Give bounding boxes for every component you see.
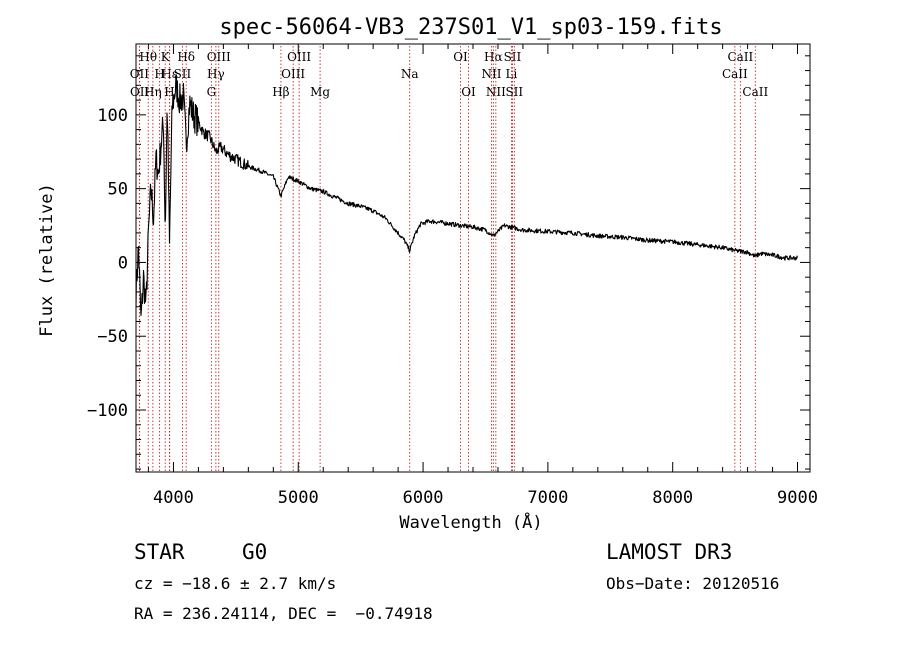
line-marker-label: Hγ (207, 67, 225, 81)
line-marker-label: SII (174, 67, 192, 81)
line-marker-label: NII (486, 85, 506, 99)
line-marker-label: H (154, 67, 164, 81)
line-marker-label: Hθ (139, 50, 157, 64)
line-marker-label: OI (461, 85, 476, 99)
line-marker-label: Li (506, 67, 518, 81)
line-marker-label: OIII (287, 50, 311, 64)
line-marker-label: CaII (727, 50, 753, 64)
line-marker-label: Hδ (177, 50, 195, 64)
y-tick-label: −50 (97, 327, 128, 347)
y-tick-label: 0 (118, 253, 128, 273)
plot-axes: 4000 5000 6000 7000 8000 9000 −100 −50 0 50 100 (87, 43, 818, 508)
line-marker-label: SII (505, 85, 523, 99)
y-tick-label: −100 (87, 401, 128, 421)
x-tick-label: 6000 (403, 488, 444, 508)
coordinates: RA = 236.24114, DEC = −0.74918 (134, 604, 433, 623)
line-marker-label: NII (481, 67, 501, 81)
observation-date: Obs−Date: 20120516 (606, 574, 780, 593)
line-marker-label: Hα (484, 50, 503, 64)
line-marker-label: OIII (281, 67, 305, 81)
x-tick-label: 4000 (153, 488, 194, 508)
object-class: STAR (134, 540, 185, 564)
x-tick-label: 8000 (652, 488, 693, 508)
object-subclass: G0 (242, 540, 268, 564)
x-tick-label: 9000 (777, 488, 818, 508)
line-marker-label: Hβ (272, 85, 289, 99)
x-axis-label: Wavelength (Å) (399, 511, 542, 533)
line-marker-label: Hη (144, 85, 162, 99)
line-marker-label: G (207, 85, 217, 99)
redshift-value: cz = −18.6 ± 2.7 km/s (134, 574, 337, 593)
x-tick-label: 5000 (278, 488, 319, 508)
survey-name: LAMOST DR3 (606, 540, 733, 564)
line-marker-label: Mg (310, 85, 330, 99)
chart-title: spec-56064-VB3_237S01_V1_sp03-159.fits (219, 15, 722, 40)
line-marker-label: Na (401, 67, 419, 81)
line-marker-label: OI (453, 50, 468, 64)
y-axis-label: Flux (relative) (37, 183, 57, 337)
line-marker-label: H (164, 85, 174, 99)
line-marker-label: K (161, 50, 171, 64)
y-tick-label: 100 (97, 106, 128, 126)
x-tick-label: 7000 (527, 488, 568, 508)
spectrum-series (135, 74, 799, 317)
line-marker-label: CaII (722, 67, 748, 81)
spectrum-line (135, 74, 799, 317)
y-tick-label: 50 (108, 180, 128, 200)
line-marker-label: OIII (207, 50, 231, 64)
plot-frame (135, 43, 811, 473)
line-marker-label: CaII (742, 85, 768, 99)
line-marker-label: SII (504, 50, 522, 64)
line-marker-label: OII (130, 85, 150, 99)
